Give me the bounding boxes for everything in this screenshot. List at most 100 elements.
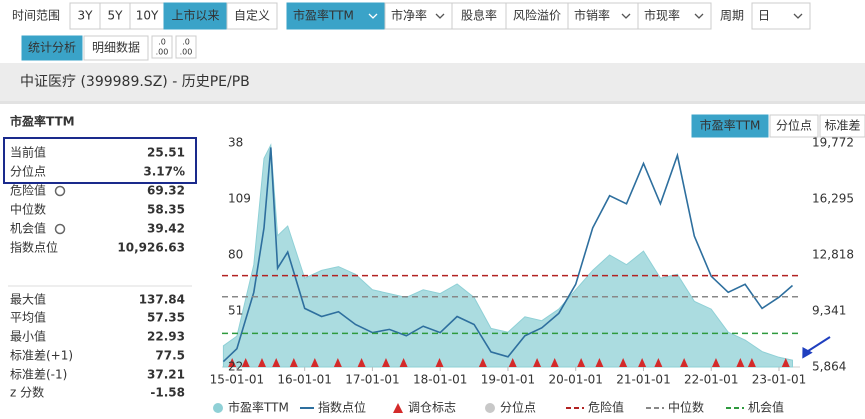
- period-select-label[interactable]: 日: [758, 9, 770, 23]
- rebalance-marker: [272, 358, 281, 367]
- rebalance-marker: [399, 358, 408, 367]
- metric-dropdown-label[interactable]: 股息率: [461, 8, 497, 23]
- separator: [0, 101, 865, 104]
- x-tick-label: 20-01-01: [548, 373, 602, 387]
- rebalance-marker: [381, 358, 390, 367]
- y2-tick-label: 16,295: [812, 192, 854, 206]
- rebalance-marker: [680, 358, 689, 367]
- rebalance-marker: [241, 358, 250, 367]
- chevron: [435, 13, 445, 19]
- chevron: [694, 13, 704, 19]
- index-line: [222, 147, 794, 363]
- metric-dropdown[interactable]: [505, 2, 569, 30]
- x-tick-label: 17-01-01: [345, 373, 399, 387]
- stat-value: 10,926.63: [117, 241, 185, 255]
- y2-tick-label: 19,772: [812, 136, 854, 150]
- pe-area: [222, 143, 793, 368]
- format-label[interactable]: .0: [158, 38, 166, 47]
- format-label[interactable]: .00: [156, 48, 169, 57]
- settings-icon[interactable]: [54, 185, 66, 197]
- time-button-label[interactable]: 自定义: [234, 8, 270, 23]
- stat-value: 3.17%: [143, 165, 185, 179]
- metric-dropdown[interactable]: [286, 2, 386, 30]
- rebalance-marker: [654, 358, 663, 367]
- legend-label[interactable]: 机会值: [748, 400, 784, 415]
- rebalance-marker: [228, 358, 237, 367]
- metric-dropdown[interactable]: [567, 2, 639, 30]
- panel-tab-label[interactable]: 标准差: [824, 119, 860, 133]
- panel-tab[interactable]: [691, 114, 769, 138]
- header-band: [0, 63, 865, 101]
- stat-value: 57.35: [147, 311, 185, 325]
- format-label[interactable]: .00: [180, 48, 193, 57]
- time-button[interactable]: [129, 2, 165, 30]
- metric-dropdown[interactable]: [637, 2, 712, 30]
- time-button-label[interactable]: 10Y: [136, 9, 159, 23]
- stat-label: 中位数: [10, 202, 46, 217]
- rebalance-marker: [333, 358, 342, 367]
- rebalance-marker: [533, 358, 542, 367]
- legend-label[interactable]: 分位点: [500, 400, 536, 415]
- panel-title: 市盈率TTM: [10, 114, 75, 129]
- view-tab[interactable]: [21, 35, 83, 61]
- stat-label: 标准差(-1): [10, 368, 67, 382]
- x-tick-label: 18-01-01: [413, 373, 467, 387]
- legend-label[interactable]: 危险值: [588, 400, 624, 415]
- time-button-label[interactable]: 5Y: [108, 9, 124, 23]
- metric-dropdown-label[interactable]: 市净率: [391, 8, 427, 23]
- rebalance-marker: [508, 358, 517, 367]
- rebalance-marker: [638, 358, 647, 367]
- legend-icon: [485, 403, 495, 413]
- format-button[interactable]: [151, 35, 173, 59]
- metric-dropdown-label[interactable]: 市盈率TTM: [293, 8, 354, 23]
- highlight-box: [3, 137, 197, 184]
- rebalance-marker: [595, 358, 604, 367]
- metric-dropdown-label[interactable]: 市现率: [644, 8, 680, 23]
- y2-tick-label: 12,818: [812, 248, 854, 262]
- view-tab-label[interactable]: 统计分析: [28, 41, 76, 55]
- legend-label[interactable]: 市盈率TTM: [228, 400, 289, 415]
- legend-label[interactable]: 中位数: [668, 400, 704, 415]
- metric-dropdown[interactable]: [384, 2, 453, 30]
- panel-tab[interactable]: [819, 114, 865, 138]
- chevron: [368, 13, 378, 19]
- panel-tab[interactable]: [769, 114, 819, 138]
- rebalance-marker: [310, 358, 319, 367]
- settings-icon[interactable]: [54, 223, 66, 235]
- time-button-label[interactable]: 上市以来: [171, 8, 219, 23]
- format-button[interactable]: [175, 35, 197, 59]
- y-tick-label: 51: [228, 304, 243, 318]
- x-tick-label: 21-01-01: [616, 373, 670, 387]
- rebalance-marker: [257, 358, 266, 367]
- view-tab-label[interactable]: 明细数据: [92, 40, 140, 55]
- time-button[interactable]: [99, 2, 131, 30]
- stat-label: 标准差(+1): [10, 349, 73, 363]
- legend-label[interactable]: 指数点位: [318, 400, 366, 415]
- stat-value: 25.51: [147, 146, 185, 160]
- stat-label: 分位点: [10, 164, 46, 179]
- metric-dropdown-label[interactable]: 市销率: [574, 8, 610, 23]
- rebalance-marker: [435, 358, 444, 367]
- rebalance-marker: [550, 358, 559, 367]
- stat-value: 22.93: [147, 330, 185, 344]
- chevron: [621, 13, 631, 19]
- rebalance-marker: [711, 358, 720, 367]
- format-label[interactable]: .0: [182, 38, 190, 47]
- time-button-label[interactable]: 3Y: [78, 9, 94, 23]
- panel-tab-label[interactable]: 分位点: [776, 118, 812, 133]
- time-button[interactable]: [226, 2, 278, 30]
- rebalance-marker: [736, 358, 745, 367]
- metric-dropdown-label[interactable]: 风险溢价: [513, 8, 561, 23]
- stat-label: 危险值: [10, 183, 46, 198]
- rebalance-marker: [781, 358, 790, 367]
- legend-label[interactable]: 调仓标志: [408, 401, 456, 415]
- rebalance-marker: [619, 358, 628, 367]
- stat-label: 机会值: [10, 221, 46, 236]
- stat-value: 69.32: [147, 184, 185, 198]
- y-tick-label: 22: [228, 360, 243, 374]
- stat-label: 最小值: [10, 329, 46, 344]
- stat-value: 58.35: [147, 203, 185, 217]
- panel-tab-label[interactable]: 市盈率TTM: [700, 118, 761, 133]
- view-tab[interactable]: [83, 35, 149, 61]
